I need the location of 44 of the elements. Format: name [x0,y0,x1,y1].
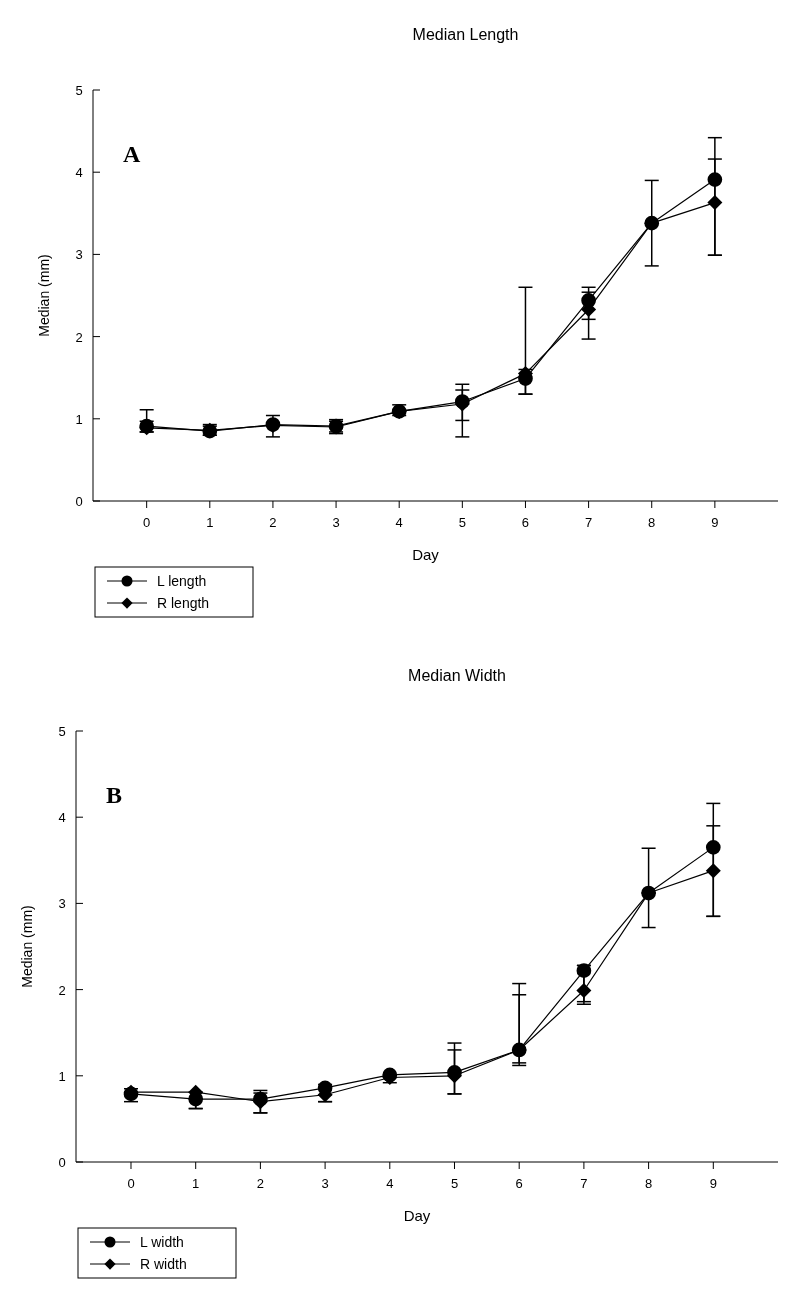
x-tick-label: 1 [206,515,214,530]
y-tick-label: 5 [58,724,66,739]
x-axis-title: Day [412,546,440,563]
x-tick-label: 9 [709,1176,717,1191]
chart-title: Median Width [408,667,506,684]
x-tick-label: 3 [332,515,340,530]
x-tick-label: 4 [386,1176,394,1191]
annotation: A [123,141,141,167]
legend-label: L length [157,573,207,589]
y-tick-label: 3 [58,896,66,912]
y-tick-label: 5 [75,83,83,98]
y-axis-title: Median (mm) [19,905,35,988]
y-tick-label: 0 [75,494,83,509]
x-tick-label: 8 [648,515,656,530]
y-tick-label: 0 [58,1155,66,1170]
annotation: B [106,782,123,808]
y-tick-label: 2 [58,982,66,998]
y-tick-label: 4 [75,165,83,181]
y-tick-label: 1 [75,411,83,427]
legend-label: R width [140,1256,187,1272]
chart-title: Median Length [412,26,519,43]
x-tick-label: 6 [515,1176,523,1191]
y-tick-label: 2 [75,329,83,345]
x-tick-label: 5 [458,515,466,530]
y-tick-label: 4 [58,810,66,826]
legend-label: R length [157,595,210,611]
y-tick-label: 3 [75,247,83,263]
x-tick-label: 6 [521,515,530,530]
x-tick-label: 7 [584,515,593,530]
x-tick-label: 7 [580,1176,588,1191]
x-tick-label: 0 [127,1176,135,1191]
y-axis-title: Median (mm) [36,254,52,337]
x-tick-label: 3 [321,1176,329,1191]
x-axis-title: Day [403,1207,431,1224]
x-tick-label: 4 [395,515,403,530]
x-tick-label: 5 [450,1176,459,1191]
y-tick-label: 1 [58,1068,66,1084]
x-tick-label: 2 [269,515,277,530]
x-tick-label: 9 [711,515,719,530]
x-tick-label: 2 [256,1176,265,1191]
x-tick-label: 1 [192,1176,200,1191]
legend-label: L width [140,1234,184,1250]
x-tick-label: 0 [143,515,151,530]
x-tick-label: 8 [644,1176,653,1191]
